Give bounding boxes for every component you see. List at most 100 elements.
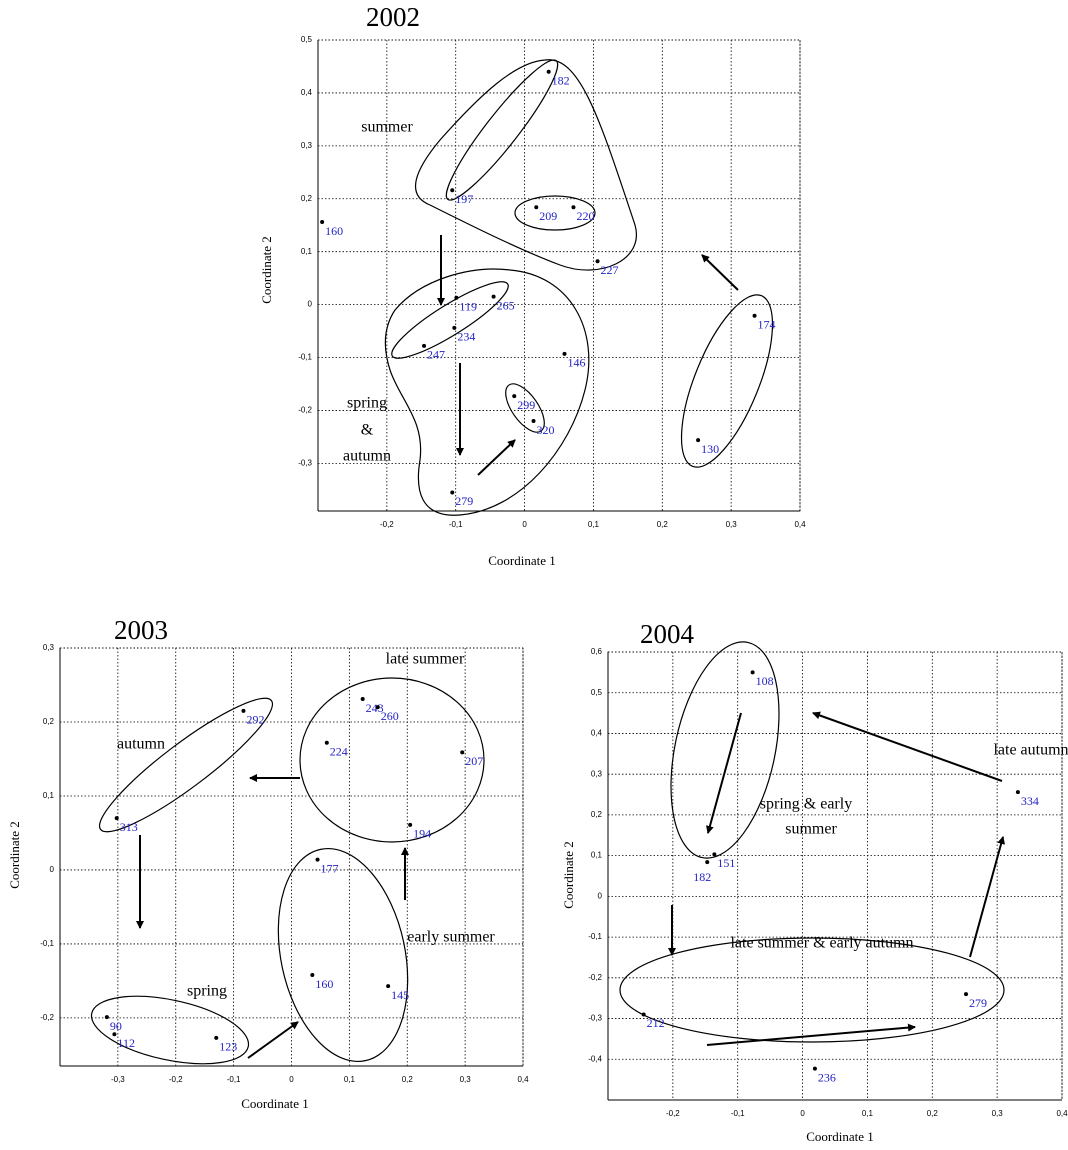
point [324,740,329,745]
y-tick-label: 0,2 [43,717,55,726]
point-label: 90 [110,1019,122,1033]
y-tick-label: -0,2 [298,406,312,415]
arrow [477,439,516,476]
point [512,394,517,399]
y-tick-label: 0,5 [301,35,313,44]
point [964,992,969,997]
point [562,351,567,356]
y-tick-label: 0,2 [301,194,313,203]
y-tick-label: -0,1 [40,939,54,948]
point [112,1032,117,1037]
x-tick-label: 0,1 [344,1075,356,1084]
arrow [705,712,742,834]
y-tick-label: -0,2 [588,973,602,982]
point [114,816,119,821]
group-outline [414,59,637,271]
point-label: 236 [818,1070,836,1084]
x-tick-label: 0,3 [460,1075,472,1084]
y-tick-label: 0,3 [43,643,55,652]
x-tick-label: 0,3 [726,520,738,529]
y-tick-label: -0,2 [40,1013,54,1022]
group-ellipse [670,641,780,859]
plot-frame [317,39,801,512]
x-tick-label: 0,4 [794,520,806,529]
y-tick-label: 0,4 [591,729,603,738]
point [696,438,701,443]
y-tick-label: 0,1 [301,247,313,256]
point-label: 320 [537,423,555,437]
y-tick-label: -0,3 [588,1014,602,1023]
x-tick-label: 0,4 [517,1075,529,1084]
point [315,857,320,862]
x-tick-label: -0,2 [666,1109,680,1118]
x-axis-label: Coordinate 1 [241,1096,309,1111]
point [422,343,427,348]
point [450,490,455,495]
point-label: 197 [455,192,473,206]
y-tick-label: -0,1 [588,932,602,941]
x-tick-label: 0,3 [992,1109,1004,1118]
point-label: 209 [539,209,557,223]
group-outline [384,268,590,516]
y-tick-label: 0,2 [591,810,603,819]
point-label: 265 [497,298,515,312]
y-tick-label: 0 [50,865,55,874]
annotation: summer [361,119,413,136]
arrow [706,1023,916,1046]
chart-title: 2002 [366,2,420,32]
annotation: spring [347,395,387,412]
group-ellipse [299,677,485,843]
point [241,708,246,713]
point-label: 151 [717,856,735,870]
x-tick-label: 0 [800,1109,805,1118]
point-label: 108 [756,674,774,688]
group-ellipse [98,697,274,833]
point-label: 130 [701,442,719,456]
point [1015,790,1020,795]
x-tick-label: -0,1 [449,520,463,529]
group-ellipse [505,383,545,433]
y-tick-label: 0,1 [43,791,55,800]
x-tick-label: 0 [522,520,527,529]
arrow [701,254,739,291]
x-tick-label: 0 [289,1075,294,1084]
point-label: 182 [552,74,570,88]
point [531,419,536,424]
arrow [969,836,1006,958]
point-label: 243 [366,701,384,715]
annotation: spring & early [760,796,852,813]
x-tick-label: 0,4 [1056,1109,1068,1118]
annotation: early summer [407,929,495,946]
annotation: late autumn [993,742,1068,759]
point-label: 227 [601,263,619,277]
chart-title: 2004 [640,619,695,649]
point-label: 146 [568,356,586,370]
x-tick-label: -0,1 [227,1075,241,1084]
point-label: 334 [1021,794,1039,808]
annotation: late summer & early autumn [730,935,913,952]
y-tick-label: 0 [598,891,603,900]
point-label: 112 [117,1036,135,1050]
y-axis-label: Coordinate 2 [561,841,576,909]
point-label: 160 [315,977,333,991]
group-ellipse [90,995,250,1065]
point [408,822,413,827]
point-label: 119 [459,299,477,313]
point [454,295,459,300]
y-tick-label: 0,4 [301,88,313,97]
x-tick-label: 0,2 [402,1075,414,1084]
point-label: 247 [427,348,445,362]
point [386,984,391,989]
point-label: 224 [330,744,348,758]
point-label: 279 [969,996,987,1010]
x-tick-label: 0,2 [927,1109,939,1118]
point-label: 123 [219,1040,237,1054]
point [450,188,455,193]
y-axis-label: Coordinate 2 [259,236,274,304]
arrow [247,1021,299,1059]
point [460,750,465,755]
point-label: 292 [246,713,264,727]
y-tick-label: -0,1 [298,353,312,362]
group-ellipse [619,937,1005,1043]
